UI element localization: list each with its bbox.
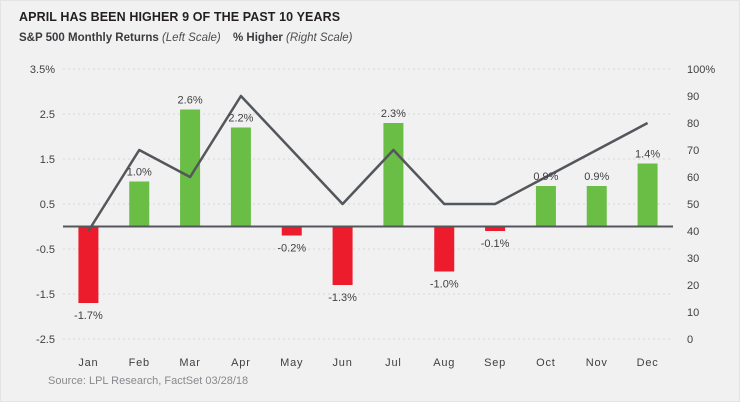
- bar-value-label: -0.2%: [277, 243, 306, 255]
- legend-line-label: % Higher: [233, 32, 283, 44]
- x-axis-month-label: Feb: [129, 357, 150, 369]
- right-axis-tick-label: 70: [687, 145, 699, 157]
- pct-higher-line: [87, 94, 649, 232]
- bar: [637, 163, 658, 227]
- left-axis-tick-label: 0.5: [40, 199, 55, 211]
- bar: [434, 226, 455, 272]
- x-axis-month-label: Aug: [433, 357, 455, 369]
- chart-title: APRIL HAS BEEN HIGHER 9 OF THE PAST 10 Y…: [19, 10, 341, 24]
- bar-value-label: 0.9%: [584, 171, 609, 183]
- right-axis-tick-label: 10: [687, 307, 699, 319]
- right-axis-tick-label: 0: [687, 334, 693, 346]
- left-axis-tick-label: -2.5: [36, 334, 55, 346]
- bar: [281, 226, 302, 236]
- bar-value-label: 2.2%: [228, 113, 253, 125]
- bar: [383, 123, 404, 227]
- bar-value-label: -0.1%: [481, 238, 510, 250]
- source-note: Source: LPL Research, FactSet 03/28/18: [48, 375, 249, 387]
- x-axis-month-label: Oct: [536, 357, 556, 369]
- right-axis-tick-label: 30: [687, 253, 699, 265]
- bar-value-label: -1.0%: [430, 279, 459, 291]
- bar: [535, 186, 556, 227]
- bar-value-label: 2.3%: [381, 108, 406, 120]
- bar-value-label: 1.4%: [635, 149, 660, 161]
- bar: [129, 181, 150, 227]
- bar-value-label: -1.7%: [74, 310, 103, 322]
- bar-value-label: -1.3%: [328, 292, 357, 304]
- x-axis-month-label: Apr: [231, 357, 251, 369]
- bar: [586, 186, 607, 227]
- right-axis-tick-label: 60: [687, 172, 699, 184]
- right-axis-tick-label: 90: [687, 91, 699, 103]
- bar: [180, 109, 201, 227]
- right-axis-tick-label: 20: [687, 280, 699, 292]
- bar: [230, 127, 251, 227]
- legend-line-scale-note: (Right Scale): [286, 32, 353, 44]
- legend-bars-label: S&P 500 Monthly Returns: [19, 32, 159, 44]
- x-axis-month-label: May: [280, 357, 303, 369]
- x-axis-month-label: Mar: [179, 357, 200, 369]
- legend-bars-scale-note: (Left Scale): [161, 32, 221, 44]
- left-axis-tick-label: -0.5: [36, 244, 55, 256]
- right-axis-tick-label: 50: [687, 199, 699, 211]
- legend-item-line: % Higher (Right Scale): [233, 32, 353, 44]
- bar: [485, 226, 506, 231]
- left-axis-tick-label: 1.5: [40, 154, 55, 166]
- x-axis-month-label: Nov: [586, 357, 608, 369]
- left-axis-tick-label: 3.5%: [30, 64, 55, 76]
- right-axis-tick-label: 80: [687, 118, 699, 130]
- chart-legend: S&P 500 Monthly Returns (Left Scale) % H…: [1, 32, 739, 48]
- x-axis-month-label: Jun: [333, 357, 353, 369]
- x-axis-month-label: Sep: [484, 357, 506, 369]
- bar-value-label: 0.9%: [533, 171, 558, 183]
- right-axis-tick-label: 40: [687, 226, 699, 238]
- left-axis-tick-label: -1.5: [36, 289, 55, 301]
- x-axis-month-label: Jul: [385, 357, 401, 369]
- x-axis-month-label: Dec: [637, 357, 659, 369]
- legend-item-bars: S&P 500 Monthly Returns (Left Scale): [19, 32, 221, 44]
- bar-value-label: 2.6%: [178, 95, 203, 107]
- bar: [78, 226, 99, 303]
- x-axis-month-label: Jan: [78, 357, 98, 369]
- left-axis-tick-label: 2.5: [40, 109, 55, 121]
- bar: [332, 226, 353, 285]
- bar-value-label: 1.0%: [127, 167, 152, 179]
- right-axis-tick-label: 100%: [687, 64, 715, 76]
